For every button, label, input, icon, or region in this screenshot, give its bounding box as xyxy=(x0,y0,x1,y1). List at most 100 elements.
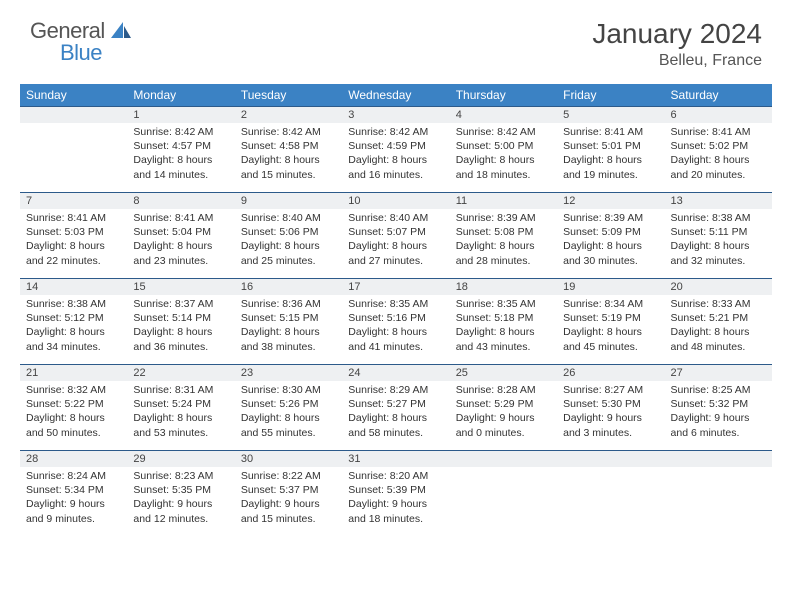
day-details: Sunrise: 8:40 AMSunset: 5:07 PMDaylight:… xyxy=(342,209,449,272)
daylight-text: Daylight: 8 hours and 41 minutes. xyxy=(348,325,443,353)
day-number: 18 xyxy=(450,278,557,295)
sunrise-text: Sunrise: 8:24 AM xyxy=(26,469,121,483)
day-details: Sunrise: 8:25 AMSunset: 5:32 PMDaylight:… xyxy=(665,381,772,444)
calendar-day-cell xyxy=(20,106,127,192)
logo-blue: Blue xyxy=(60,40,131,66)
day-details: Sunrise: 8:39 AMSunset: 5:08 PMDaylight:… xyxy=(450,209,557,272)
sunrise-text: Sunrise: 8:27 AM xyxy=(563,383,658,397)
daylight-text: Daylight: 8 hours and 55 minutes. xyxy=(241,411,336,439)
day-details: Sunrise: 8:38 AMSunset: 5:11 PMDaylight:… xyxy=(665,209,772,272)
weekday-header: Monday xyxy=(127,84,234,106)
sunset-text: Sunset: 5:11 PM xyxy=(671,225,766,239)
calendar-week-row: 21Sunrise: 8:32 AMSunset: 5:22 PMDayligh… xyxy=(20,364,772,450)
sunrise-text: Sunrise: 8:22 AM xyxy=(241,469,336,483)
day-details: Sunrise: 8:35 AMSunset: 5:16 PMDaylight:… xyxy=(342,295,449,358)
sunrise-text: Sunrise: 8:42 AM xyxy=(456,125,551,139)
day-details: Sunrise: 8:33 AMSunset: 5:21 PMDaylight:… xyxy=(665,295,772,358)
day-details: Sunrise: 8:42 AMSunset: 4:58 PMDaylight:… xyxy=(235,123,342,186)
calendar-week-row: 1Sunrise: 8:42 AMSunset: 4:57 PMDaylight… xyxy=(20,106,772,192)
daylight-text: Daylight: 9 hours and 12 minutes. xyxy=(133,497,228,525)
day-number: 14 xyxy=(20,278,127,295)
sunrise-text: Sunrise: 8:42 AM xyxy=(133,125,228,139)
day-details: Sunrise: 8:22 AMSunset: 5:37 PMDaylight:… xyxy=(235,467,342,530)
sunset-text: Sunset: 5:32 PM xyxy=(671,397,766,411)
sunset-text: Sunset: 5:18 PM xyxy=(456,311,551,325)
sunset-text: Sunset: 4:58 PM xyxy=(241,139,336,153)
day-number: 8 xyxy=(127,192,234,209)
logo-sail-icon xyxy=(111,22,131,38)
calendar-day-cell: 18Sunrise: 8:35 AMSunset: 5:18 PMDayligh… xyxy=(450,278,557,364)
day-details: Sunrise: 8:29 AMSunset: 5:27 PMDaylight:… xyxy=(342,381,449,444)
sunrise-text: Sunrise: 8:35 AM xyxy=(348,297,443,311)
calendar-day-cell: 30Sunrise: 8:22 AMSunset: 5:37 PMDayligh… xyxy=(235,450,342,536)
day-number: 15 xyxy=(127,278,234,295)
day-number: 4 xyxy=(450,106,557,123)
daylight-text: Daylight: 8 hours and 30 minutes. xyxy=(563,239,658,267)
day-number: 27 xyxy=(665,364,772,381)
sunset-text: Sunset: 4:57 PM xyxy=(133,139,228,153)
calendar-day-cell: 25Sunrise: 8:28 AMSunset: 5:29 PMDayligh… xyxy=(450,364,557,450)
sunset-text: Sunset: 5:08 PM xyxy=(456,225,551,239)
sunset-text: Sunset: 5:09 PM xyxy=(563,225,658,239)
sunrise-text: Sunrise: 8:42 AM xyxy=(241,125,336,139)
weekday-header: Sunday xyxy=(20,84,127,106)
calendar-day-cell: 15Sunrise: 8:37 AMSunset: 5:14 PMDayligh… xyxy=(127,278,234,364)
daylight-text: Daylight: 9 hours and 9 minutes. xyxy=(26,497,121,525)
calendar-day-cell: 24Sunrise: 8:29 AMSunset: 5:27 PMDayligh… xyxy=(342,364,449,450)
sunset-text: Sunset: 5:19 PM xyxy=(563,311,658,325)
daylight-text: Daylight: 8 hours and 48 minutes. xyxy=(671,325,766,353)
calendar-day-cell: 6Sunrise: 8:41 AMSunset: 5:02 PMDaylight… xyxy=(665,106,772,192)
day-details: Sunrise: 8:30 AMSunset: 5:26 PMDaylight:… xyxy=(235,381,342,444)
sunrise-text: Sunrise: 8:38 AM xyxy=(26,297,121,311)
day-number: 19 xyxy=(557,278,664,295)
day-details: Sunrise: 8:31 AMSunset: 5:24 PMDaylight:… xyxy=(127,381,234,444)
calendar-day-cell xyxy=(557,450,664,536)
calendar-day-cell: 22Sunrise: 8:31 AMSunset: 5:24 PMDayligh… xyxy=(127,364,234,450)
daylight-text: Daylight: 8 hours and 45 minutes. xyxy=(563,325,658,353)
daylight-text: Daylight: 8 hours and 53 minutes. xyxy=(133,411,228,439)
sunset-text: Sunset: 5:04 PM xyxy=(133,225,228,239)
calendar-day-cell: 10Sunrise: 8:40 AMSunset: 5:07 PMDayligh… xyxy=(342,192,449,278)
daylight-text: Daylight: 8 hours and 22 minutes. xyxy=(26,239,121,267)
daylight-text: Daylight: 8 hours and 27 minutes. xyxy=(348,239,443,267)
sunrise-text: Sunrise: 8:41 AM xyxy=(133,211,228,225)
day-number: 20 xyxy=(665,278,772,295)
day-details: Sunrise: 8:23 AMSunset: 5:35 PMDaylight:… xyxy=(127,467,234,530)
day-number: 22 xyxy=(127,364,234,381)
daylight-text: Daylight: 8 hours and 50 minutes. xyxy=(26,411,121,439)
header: General Blue January 2024 Belleu, France xyxy=(0,0,792,78)
sunset-text: Sunset: 5:37 PM xyxy=(241,483,336,497)
sunrise-text: Sunrise: 8:38 AM xyxy=(671,211,766,225)
calendar-day-cell: 11Sunrise: 8:39 AMSunset: 5:08 PMDayligh… xyxy=(450,192,557,278)
sunrise-text: Sunrise: 8:32 AM xyxy=(26,383,121,397)
weekday-header-row: Sunday Monday Tuesday Wednesday Thursday… xyxy=(20,84,772,106)
day-number: 21 xyxy=(20,364,127,381)
calendar-day-cell: 3Sunrise: 8:42 AMSunset: 4:59 PMDaylight… xyxy=(342,106,449,192)
day-details: Sunrise: 8:41 AMSunset: 5:01 PMDaylight:… xyxy=(557,123,664,186)
sunrise-text: Sunrise: 8:37 AM xyxy=(133,297,228,311)
weekday-header: Saturday xyxy=(665,84,772,106)
location: Belleu, France xyxy=(592,52,762,70)
day-number: 11 xyxy=(450,192,557,209)
day-details: Sunrise: 8:37 AMSunset: 5:14 PMDaylight:… xyxy=(127,295,234,358)
sunset-text: Sunset: 5:06 PM xyxy=(241,225,336,239)
sunset-text: Sunset: 5:26 PM xyxy=(241,397,336,411)
daylight-text: Daylight: 8 hours and 20 minutes. xyxy=(671,153,766,181)
day-number-empty xyxy=(20,106,127,123)
sunrise-text: Sunrise: 8:31 AM xyxy=(133,383,228,397)
day-number: 29 xyxy=(127,450,234,467)
calendar-day-cell: 28Sunrise: 8:24 AMSunset: 5:34 PMDayligh… xyxy=(20,450,127,536)
day-details: Sunrise: 8:41 AMSunset: 5:02 PMDaylight:… xyxy=(665,123,772,186)
day-number: 23 xyxy=(235,364,342,381)
daylight-text: Daylight: 9 hours and 0 minutes. xyxy=(456,411,551,439)
sunrise-text: Sunrise: 8:33 AM xyxy=(671,297,766,311)
day-details: Sunrise: 8:35 AMSunset: 5:18 PMDaylight:… xyxy=(450,295,557,358)
calendar-day-cell: 23Sunrise: 8:30 AMSunset: 5:26 PMDayligh… xyxy=(235,364,342,450)
sunrise-text: Sunrise: 8:35 AM xyxy=(456,297,551,311)
day-number: 9 xyxy=(235,192,342,209)
calendar-week-row: 14Sunrise: 8:38 AMSunset: 5:12 PMDayligh… xyxy=(20,278,772,364)
daylight-text: Daylight: 9 hours and 6 minutes. xyxy=(671,411,766,439)
sunset-text: Sunset: 5:21 PM xyxy=(671,311,766,325)
sunset-text: Sunset: 5:01 PM xyxy=(563,139,658,153)
day-number: 25 xyxy=(450,364,557,381)
